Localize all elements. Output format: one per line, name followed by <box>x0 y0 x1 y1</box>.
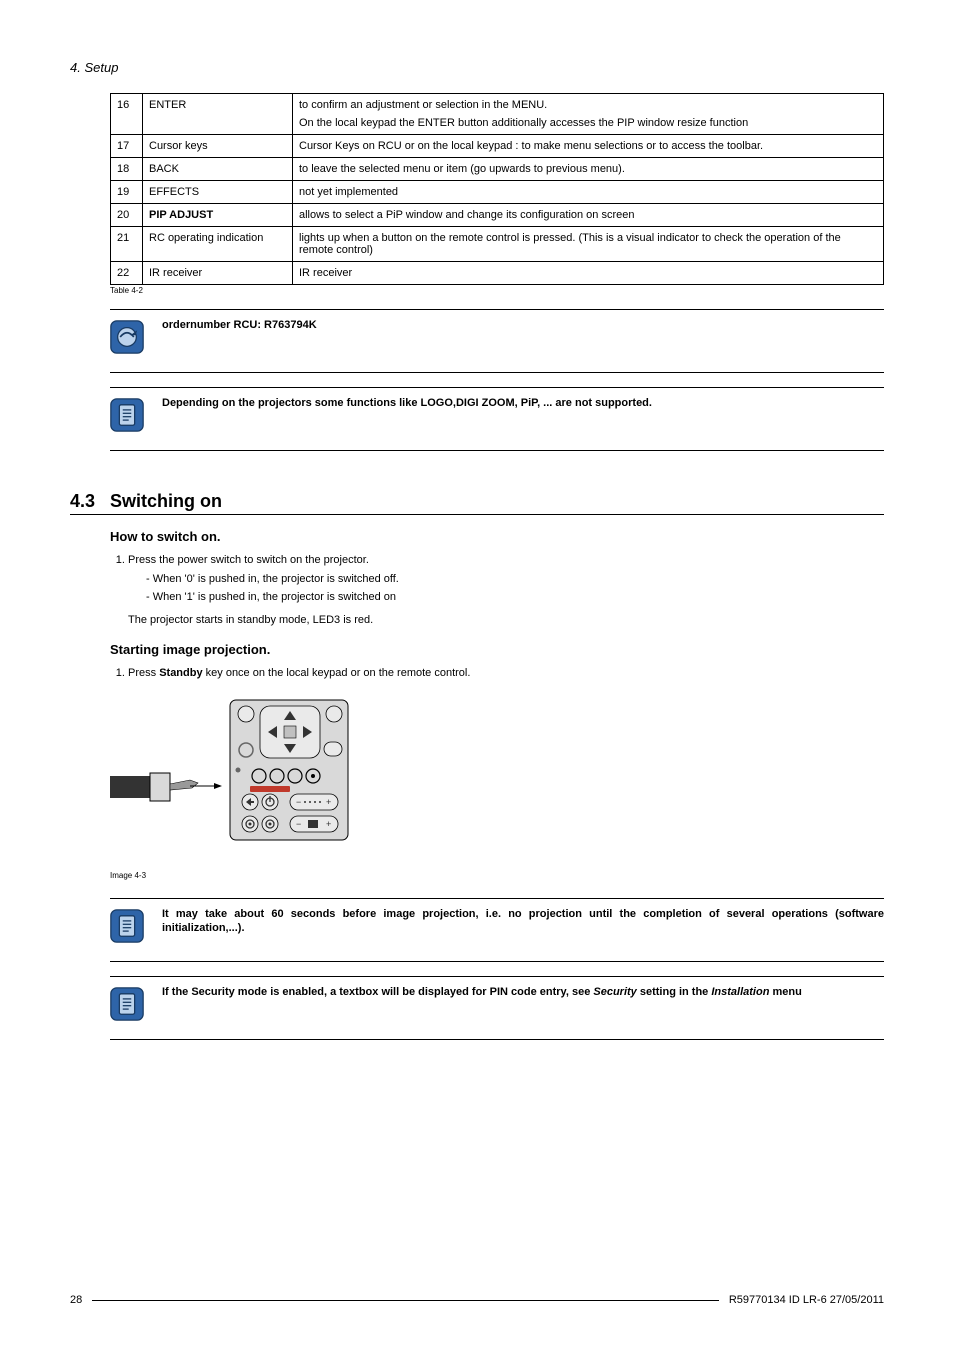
keypad-figure: − + − + <box>110 696 884 869</box>
subheading-switch-on: How to switch on. <box>110 529 884 544</box>
tip-icon <box>110 320 144 354</box>
step-text-c: key once on the local keypad or on the r… <box>203 667 471 679</box>
step-after: The projector starts in standby mode, LE… <box>128 612 884 629</box>
section-title: Switching on <box>110 491 222 511</box>
row-num: 18 <box>111 158 143 181</box>
table-row: 21RC operating indicationlights up when … <box>111 227 884 262</box>
note-icon <box>110 987 144 1021</box>
footer-rule <box>92 1300 719 1301</box>
step-text: Press the power switch to switch on the … <box>128 554 369 566</box>
t: menu <box>769 986 801 998</box>
note-icon <box>110 398 144 432</box>
installation-ref: Installation <box>711 986 769 998</box>
row-name: PIP ADJUST <box>143 204 293 227</box>
row-num: 20 <box>111 204 143 227</box>
t: If the Security mode is enabled, a textb… <box>162 986 593 998</box>
page-footer: 28 R59770134 ID LR-6 27/05/2011 <box>70 1294 884 1306</box>
row-num: 16 <box>111 94 143 135</box>
note-icon <box>110 909 144 943</box>
section-num: 4.3 <box>70 491 95 511</box>
table-row: 20PIP ADJUSTallows to select a PiP windo… <box>111 204 884 227</box>
step-1: Press Standby key once on the local keyp… <box>128 665 884 682</box>
table-row: 19EFFECTSnot yet implemented <box>111 181 884 204</box>
steps-start-projection: Press Standby key once on the local keyp… <box>110 665 884 682</box>
svg-text:−: − <box>296 819 301 829</box>
page-number: 28 <box>70 1294 82 1306</box>
function-table: 16ENTERto confirm an adjustment or selec… <box>110 93 884 285</box>
row-name: RC operating indication <box>143 227 293 262</box>
row-name: EFFECTS <box>143 181 293 204</box>
note-callout-1: Depending on the projectors some functio… <box>110 387 884 451</box>
note-callout-2: It may take about 60 seconds before imag… <box>110 898 884 962</box>
table-row: 18BACKto leave the selected menu or item… <box>111 158 884 181</box>
note-text: It may take about 60 seconds before imag… <box>162 907 884 937</box>
row-num: 17 <box>111 135 143 158</box>
row-num: 19 <box>111 181 143 204</box>
subheading-start-projection: Starting image projection. <box>110 642 884 657</box>
figure-caption: Image 4-3 <box>110 871 884 880</box>
note-text: If the Security mode is enabled, a textb… <box>162 985 884 1000</box>
row-name: IR receiver <box>143 262 293 285</box>
row-num: 21 <box>111 227 143 262</box>
note-callout-3: If the Security mode is enabled, a textb… <box>110 976 884 1040</box>
row-desc: IR receiver <box>293 262 884 285</box>
row-name: BACK <box>143 158 293 181</box>
row-num: 22 <box>111 262 143 285</box>
table-row: 22IR receiverIR receiver <box>111 262 884 285</box>
step-text-a: Press <box>128 667 159 679</box>
row-desc: Cursor Keys on RCU or on the local keypa… <box>293 135 884 158</box>
row-desc: lights up when a button on the remote co… <box>293 227 884 262</box>
security-ref: Security <box>593 986 636 998</box>
dash-item: When '1' is pushed in, the projector is … <box>146 589 884 606</box>
row-name: ENTER <box>143 94 293 135</box>
svg-text:+: + <box>326 797 331 807</box>
footer-revision: R59770134 ID LR-6 27/05/2011 <box>729 1294 884 1306</box>
row-name: Cursor keys <box>143 135 293 158</box>
row-desc: not yet implemented <box>293 181 884 204</box>
note-text: Depending on the projectors some functio… <box>162 396 884 411</box>
step-1: Press the power switch to switch on the … <box>128 552 884 628</box>
table-row: 17Cursor keysCursor Keys on RCU or on th… <box>111 135 884 158</box>
page-header: 4. Setup <box>70 60 884 75</box>
t: setting in the <box>637 986 712 998</box>
row-desc: to leave the selected menu or item (go u… <box>293 158 884 181</box>
tip-text: ordernumber RCU: R763794K <box>162 318 884 333</box>
dash-list: When '0' is pushed in, the projector is … <box>146 571 884 606</box>
table-caption: Table 4-2 <box>110 286 884 295</box>
standby-key: Standby <box>159 667 202 679</box>
dash-item: When '0' is pushed in, the projector is … <box>146 571 884 588</box>
steps-switch-on: Press the power switch to switch on the … <box>110 552 884 628</box>
svg-text:+: + <box>326 819 331 829</box>
section-heading: 4.3 Switching on <box>70 491 884 515</box>
tip-callout: ordernumber RCU: R763794K <box>110 309 884 373</box>
table-row: 16ENTERto confirm an adjustment or selec… <box>111 94 884 135</box>
row-desc: allows to select a PiP window and change… <box>293 204 884 227</box>
svg-text:−: − <box>296 797 301 807</box>
row-desc: to confirm an adjustment or selection in… <box>293 94 884 135</box>
